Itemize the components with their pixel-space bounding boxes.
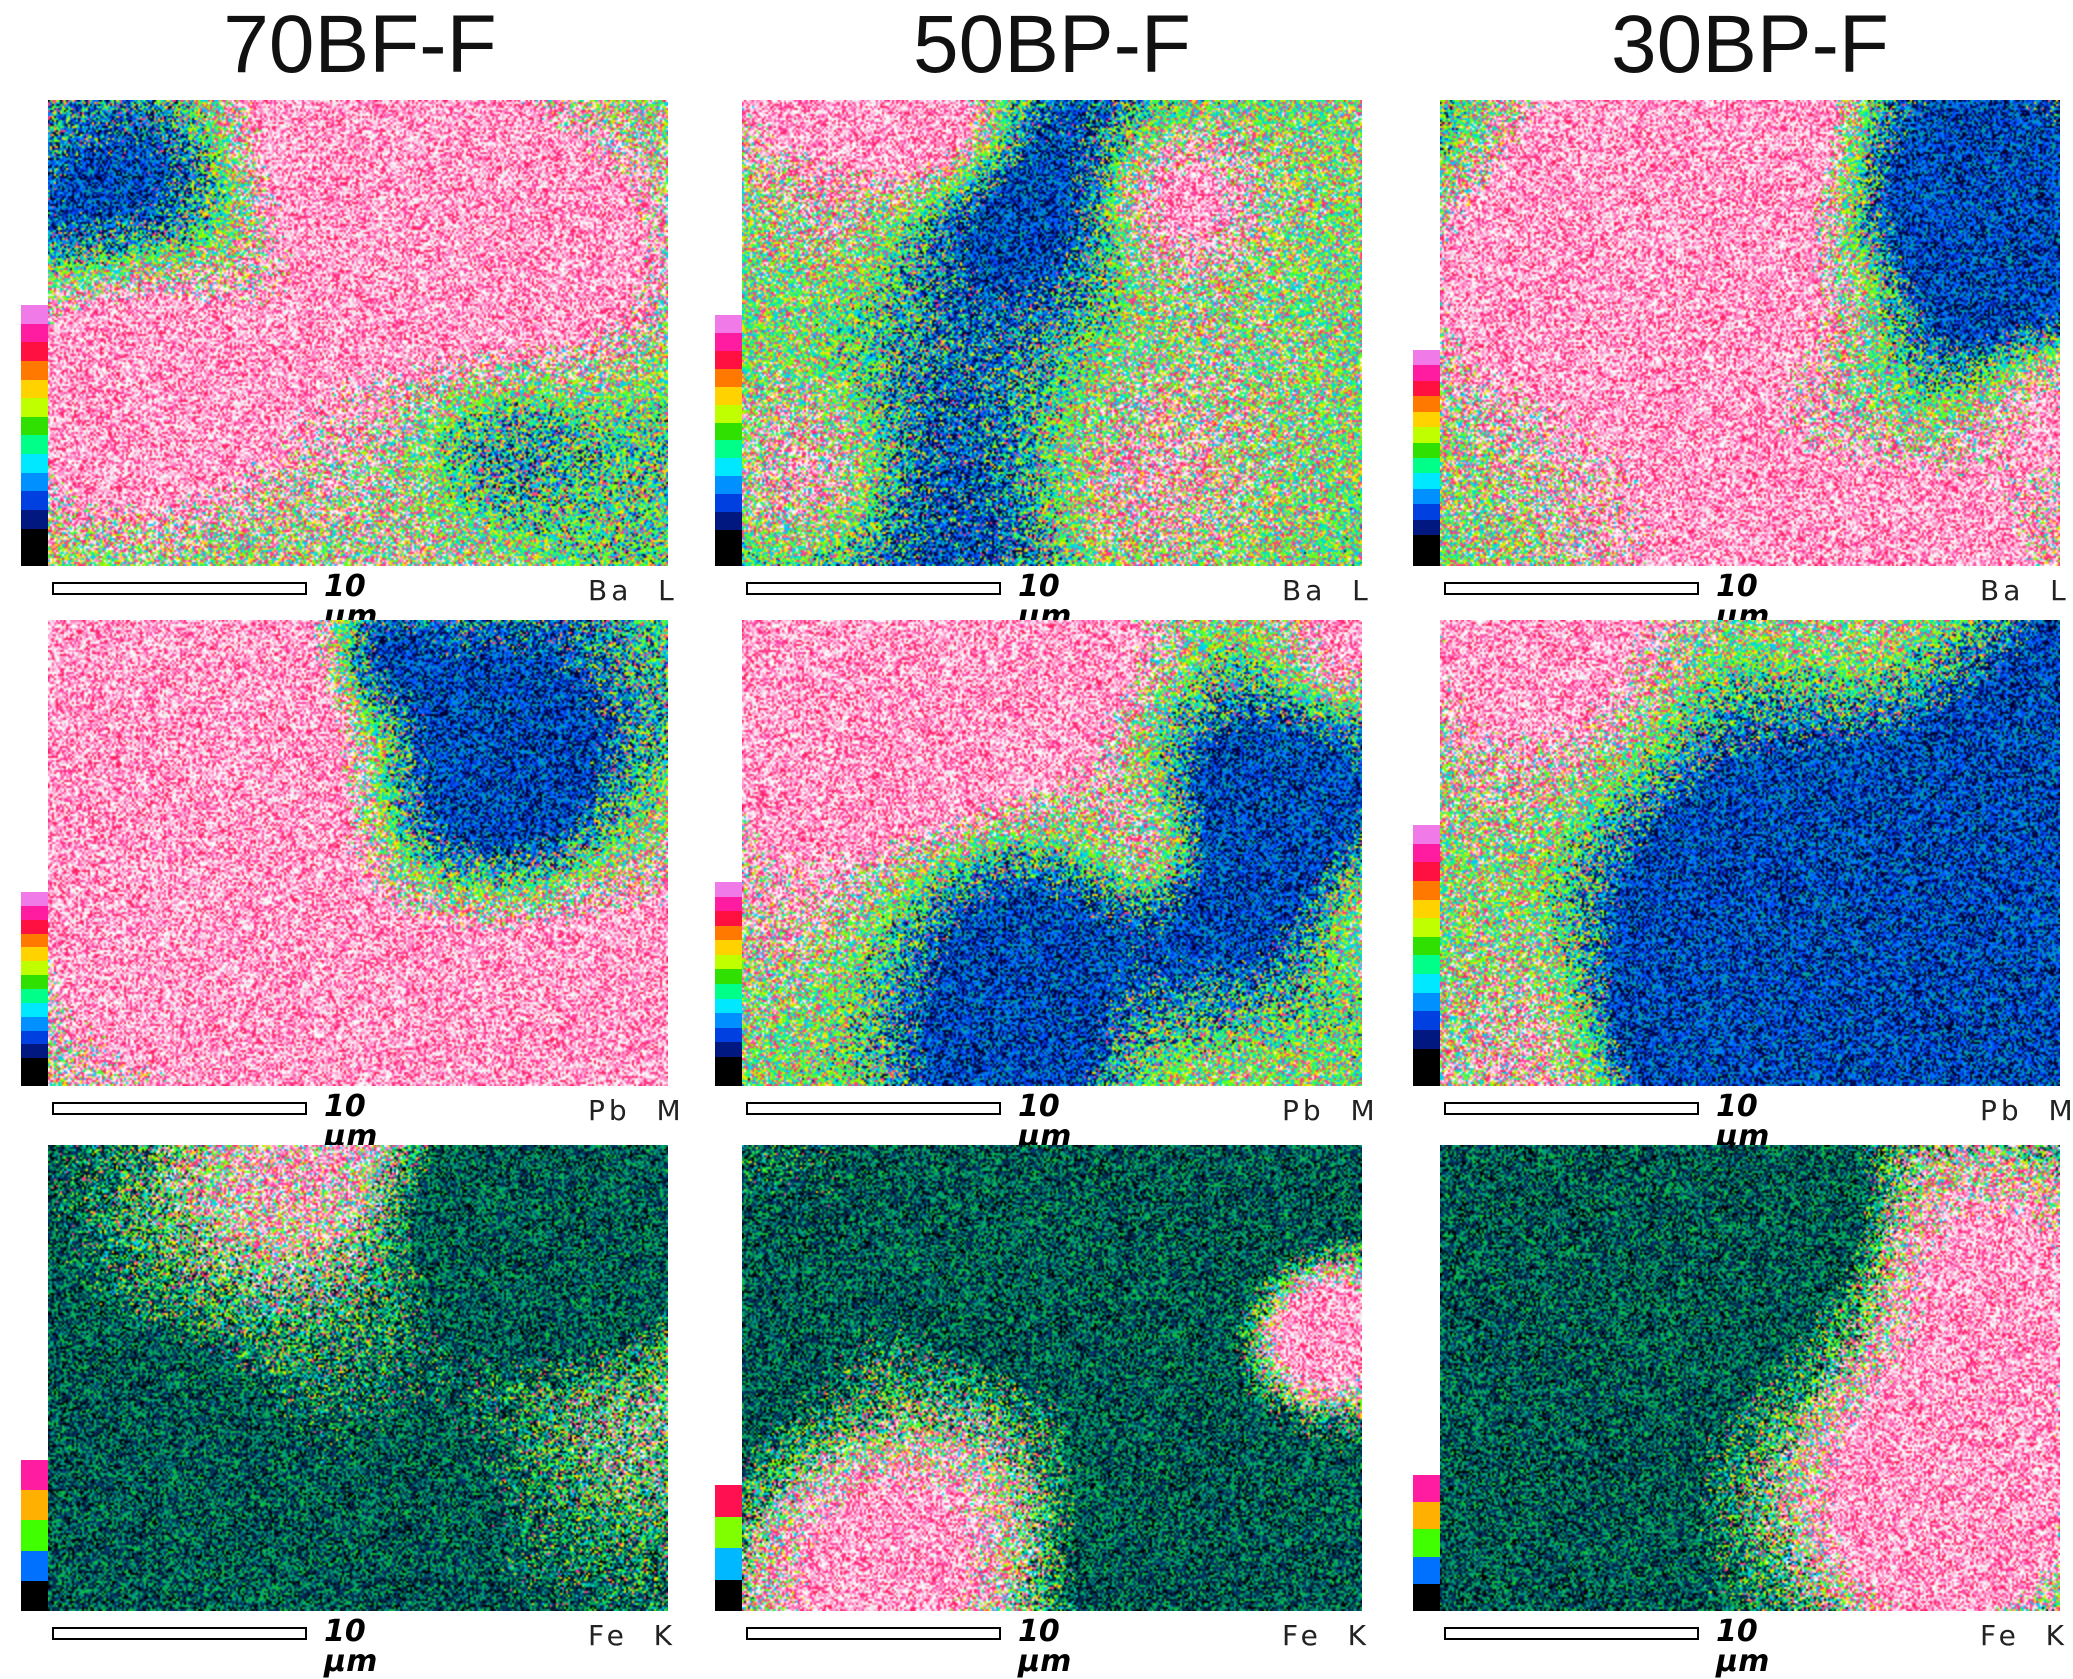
scale-bar bbox=[1444, 1627, 1699, 1640]
column-title-70bf-f: 70BF-F bbox=[223, 0, 497, 90]
scale-bar-label: 10 µm bbox=[1716, 1089, 1770, 1154]
color-scale-bar bbox=[1413, 825, 1442, 1086]
scale-bar bbox=[1444, 582, 1699, 595]
color-scale-bar bbox=[715, 882, 744, 1087]
element-line-label: Fe K bbox=[588, 1619, 676, 1652]
element-line-label: Fe K bbox=[1980, 1619, 2068, 1652]
element-map-image bbox=[1440, 100, 2060, 566]
element-line-label: Pb M bbox=[588, 1094, 685, 1127]
element-line-label: Pb M bbox=[1282, 1094, 1379, 1127]
color-scale-bar bbox=[1413, 350, 1442, 566]
scale-bar bbox=[52, 1627, 307, 1640]
scale-bar bbox=[52, 1102, 307, 1115]
color-scale-bar bbox=[1413, 1475, 1442, 1612]
element-line-label: Fe K bbox=[1282, 1619, 1370, 1652]
element-map-image bbox=[1440, 620, 2060, 1086]
column-title-50bp-f: 50BP-F bbox=[913, 0, 1191, 90]
column-title-30bp-f: 30BP-F bbox=[1611, 0, 1889, 90]
scale-bar bbox=[746, 1102, 1001, 1115]
scale-bar bbox=[52, 582, 307, 595]
scale-bar-label: 10 µm bbox=[324, 1614, 378, 1679]
element-line-label: Ba L bbox=[1282, 574, 1372, 607]
scale-bar bbox=[1444, 1102, 1699, 1115]
color-scale-bar bbox=[21, 1460, 50, 1612]
element-line-label: Ba L bbox=[1980, 574, 2070, 607]
color-scale-bar bbox=[21, 892, 50, 1087]
element-map-image bbox=[48, 100, 668, 566]
element-line-label: Pb M bbox=[1980, 1094, 2073, 1127]
element-line-label: Ba L bbox=[588, 574, 678, 607]
color-scale-bar bbox=[21, 305, 50, 566]
element-map-image bbox=[48, 1145, 668, 1611]
scale-bar bbox=[746, 1627, 1001, 1640]
element-map-image bbox=[1440, 1145, 2060, 1611]
color-scale-bar bbox=[715, 315, 744, 566]
element-map-image bbox=[742, 100, 1362, 566]
scale-bar-label: 10 µm bbox=[1716, 1614, 1770, 1679]
element-map-image bbox=[48, 620, 668, 1086]
scale-bar-label: 10 µm bbox=[1018, 1089, 1072, 1154]
element-map-image bbox=[742, 1145, 1362, 1611]
scale-bar-label: 10 µm bbox=[1018, 1614, 1072, 1679]
element-map-image bbox=[742, 620, 1362, 1086]
color-scale-bar bbox=[715, 1485, 744, 1611]
scale-bar bbox=[746, 582, 1001, 595]
scale-bar-label: 10 µm bbox=[324, 1089, 378, 1154]
